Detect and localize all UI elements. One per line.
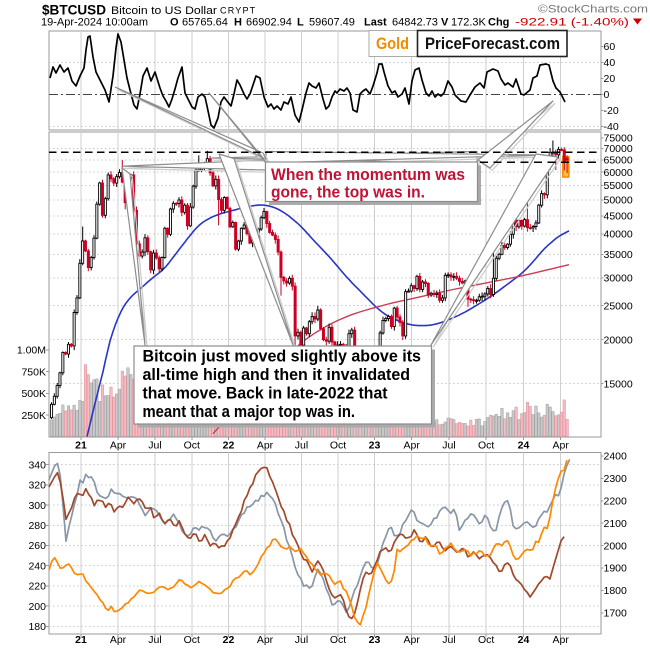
svg-text:500K: 500K <box>21 388 46 400</box>
svg-text:-922.91 (-1.40%): -922.91 (-1.40%) <box>515 17 629 29</box>
svg-text:Jul: Jul <box>295 440 308 452</box>
svg-text:45000: 45000 <box>604 211 633 223</box>
svg-text:30000: 30000 <box>604 273 633 285</box>
svg-text:50000: 50000 <box>604 195 633 207</box>
svg-text:280: 280 <box>28 520 46 532</box>
svg-text:V: V <box>441 17 449 29</box>
svg-text:40: 40 <box>604 57 616 69</box>
svg-text:2200: 2200 <box>604 496 628 508</box>
svg-text:Chg: Chg <box>488 17 509 29</box>
svg-text:180: 180 <box>28 621 46 633</box>
svg-text:60000: 60000 <box>604 167 633 179</box>
svg-text:Gold: Gold <box>376 34 409 53</box>
svg-text:$BTCUSD: $BTCUSD <box>42 2 106 18</box>
svg-text:35000: 35000 <box>604 249 633 261</box>
svg-text:320: 320 <box>28 480 46 492</box>
svg-text:19-Apr-2024 10:00am: 19-Apr-2024 10:00am <box>41 17 148 29</box>
svg-text:24: 24 <box>518 634 530 646</box>
svg-text:300: 300 <box>28 500 46 512</box>
svg-text:2400: 2400 <box>604 451 628 463</box>
svg-text:340: 340 <box>28 459 46 471</box>
svg-text:22: 22 <box>223 634 235 646</box>
svg-text:Jul: Jul <box>295 634 308 646</box>
svg-text:Oct: Oct <box>330 440 346 452</box>
svg-text:25000: 25000 <box>604 300 633 312</box>
svg-text:Bitcoin just moved slightly ab: Bitcoin just moved slightly above its <box>143 348 422 366</box>
svg-text:20: 20 <box>604 73 616 85</box>
svg-text:Apr: Apr <box>404 634 421 646</box>
svg-text:40000: 40000 <box>604 229 633 241</box>
svg-text:220: 220 <box>28 581 46 593</box>
svg-text:59607.49: 59607.49 <box>309 17 355 29</box>
svg-text:Jul: Jul <box>442 634 455 646</box>
svg-text:Oct: Oct <box>478 634 494 646</box>
svg-text:-40: -40 <box>604 121 619 133</box>
svg-text:Apr: Apr <box>110 440 127 452</box>
svg-text:66902.94: 66902.94 <box>246 17 292 29</box>
svg-text:1.00M: 1.00M <box>17 345 46 357</box>
svg-text:Apr: Apr <box>110 634 127 646</box>
svg-text:1800: 1800 <box>604 585 628 597</box>
svg-text:When the momentum was: When the momentum was <box>271 166 465 184</box>
svg-text:all-time high and then it inva: all-time high and then it invalidated <box>143 366 411 384</box>
svg-text:20000: 20000 <box>604 334 633 346</box>
svg-text:172.3K: 172.3K <box>451 17 487 29</box>
svg-text:55000: 55000 <box>604 180 633 192</box>
svg-text:24: 24 <box>518 440 530 452</box>
svg-text:O: O <box>170 17 179 29</box>
svg-text:15000: 15000 <box>604 378 633 390</box>
svg-text:21: 21 <box>75 634 87 646</box>
svg-text:60: 60 <box>604 41 616 53</box>
svg-text:64842.73: 64842.73 <box>392 17 438 29</box>
svg-text:meant that a major top was in.: meant that a major top was in. <box>143 403 356 421</box>
svg-text:Last: Last <box>364 17 387 29</box>
svg-text:75000: 75000 <box>604 133 633 145</box>
svg-text:Oct: Oct <box>184 440 200 452</box>
svg-text:PriceForecast.com: PriceForecast.com <box>425 34 560 53</box>
svg-text:750K: 750K <box>21 366 46 378</box>
svg-text:Jul: Jul <box>442 440 455 452</box>
svg-text:Jul: Jul <box>148 634 161 646</box>
svg-text:L: L <box>297 17 304 29</box>
svg-text:Jul: Jul <box>148 440 161 452</box>
svg-text:260: 260 <box>28 540 46 552</box>
svg-text:Oct: Oct <box>478 440 494 452</box>
svg-text:Apr: Apr <box>257 634 274 646</box>
svg-text:©StockCharts.com: ©StockCharts.com <box>538 4 648 16</box>
svg-text:Apr: Apr <box>553 440 570 452</box>
svg-text:that move. Back in late-2022 t: that move. Back in late-2022 that <box>143 385 388 403</box>
svg-text:23: 23 <box>369 440 381 452</box>
svg-text:2000: 2000 <box>604 540 628 552</box>
svg-text:Apr: Apr <box>404 440 421 452</box>
svg-text:22: 22 <box>223 440 235 452</box>
svg-text:1700: 1700 <box>604 608 628 620</box>
svg-text:65000: 65000 <box>604 155 633 167</box>
svg-text:Apr: Apr <box>553 634 570 646</box>
svg-text:Bitcoin to US Dollar: Bitcoin to US Dollar <box>111 5 217 17</box>
svg-text:0: 0 <box>604 89 610 101</box>
svg-text:70000: 70000 <box>604 143 633 155</box>
svg-text:-20: -20 <box>604 105 619 117</box>
svg-text:H: H <box>234 17 242 29</box>
svg-text:2100: 2100 <box>604 518 628 530</box>
svg-text:200: 200 <box>28 601 46 613</box>
svg-text:23: 23 <box>369 634 381 646</box>
svg-text:2300: 2300 <box>604 473 628 485</box>
svg-text:240: 240 <box>28 560 46 572</box>
svg-text:65765.64: 65765.64 <box>182 17 228 29</box>
svg-text:gone, the top was in.: gone, the top was in. <box>271 184 425 202</box>
svg-text:Apr: Apr <box>257 440 274 452</box>
svg-text:Oct: Oct <box>330 634 346 646</box>
svg-text:Oct: Oct <box>184 634 200 646</box>
svg-text:250K: 250K <box>21 410 46 422</box>
svg-text:CRYPT: CRYPT <box>220 6 256 16</box>
svg-text:1900: 1900 <box>604 563 628 575</box>
svg-text:21: 21 <box>75 440 87 452</box>
